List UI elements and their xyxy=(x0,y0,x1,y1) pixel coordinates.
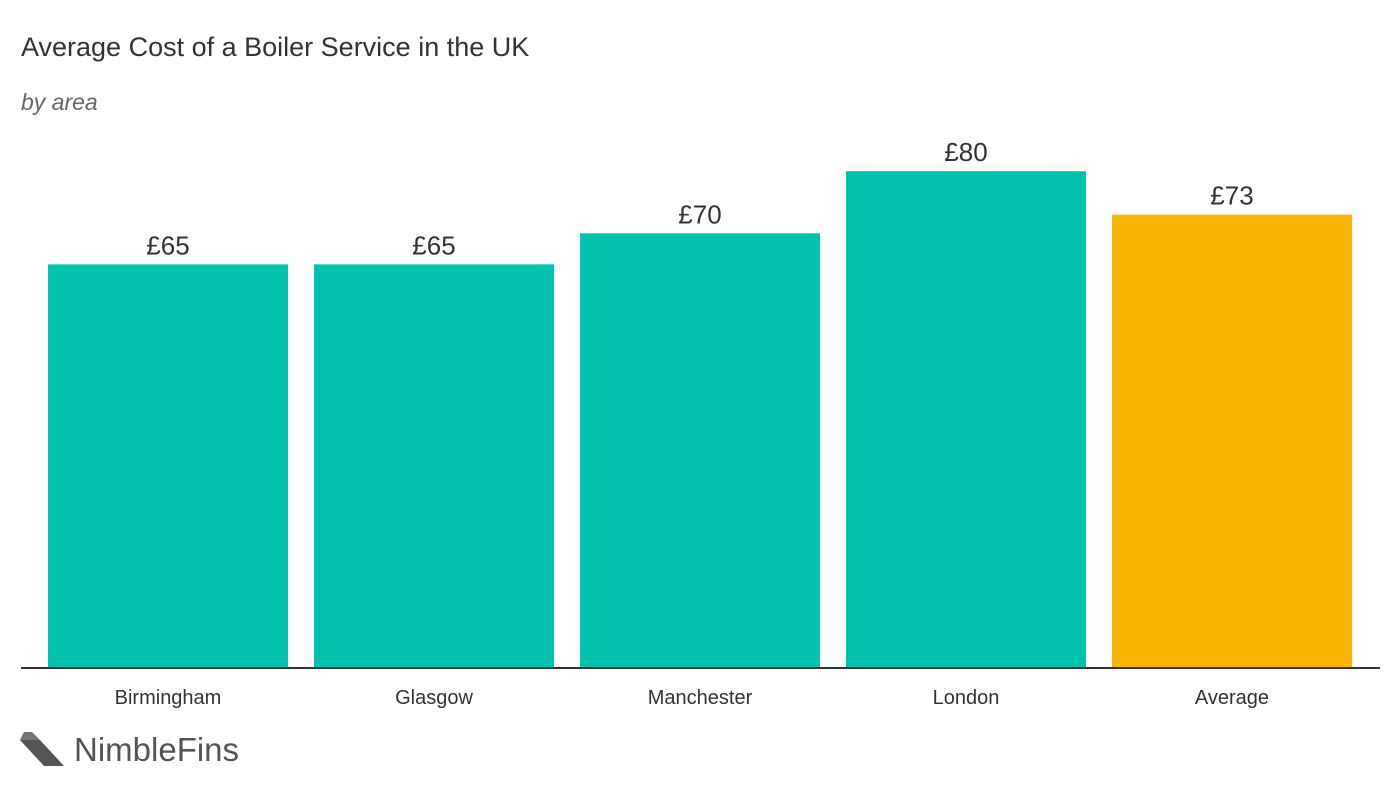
data-label-london: £80 xyxy=(944,137,987,167)
x-tick-labels-layer: Birmingham Glasgow Manchester London Average xyxy=(115,687,1269,709)
x-tick-label-glasgow: Glasgow xyxy=(395,687,473,709)
data-label-birmingham: £65 xyxy=(146,230,189,260)
nimblefins-logo: NimbleFins xyxy=(20,730,239,770)
x-tick-label-london: London xyxy=(933,687,1000,709)
brand-name: NimbleFins xyxy=(74,731,240,768)
data-label-glasgow: £65 xyxy=(412,230,455,260)
x-tick-label-average: Average xyxy=(1195,687,1269,709)
nimblefins-chevron-icon xyxy=(20,732,64,766)
bar-birmingham xyxy=(48,264,288,668)
data-label-manchester: £70 xyxy=(678,199,721,229)
chart-title: Average Cost of a Boiler Service in the … xyxy=(21,32,530,62)
x-tick-label-manchester: Manchester xyxy=(648,687,753,709)
bar-average xyxy=(1112,214,1352,669)
bars-layer xyxy=(48,171,1352,669)
data-label-average: £73 xyxy=(1210,181,1253,211)
bar-london xyxy=(846,171,1086,668)
chart-subtitle: by area xyxy=(21,89,98,115)
bar-manchester xyxy=(580,233,820,669)
bar-glasgow xyxy=(314,264,554,668)
data-labels-layer: £65 £65 £70 £80 £73 xyxy=(146,137,1253,260)
x-tick-label-birmingham: Birmingham xyxy=(115,687,222,709)
